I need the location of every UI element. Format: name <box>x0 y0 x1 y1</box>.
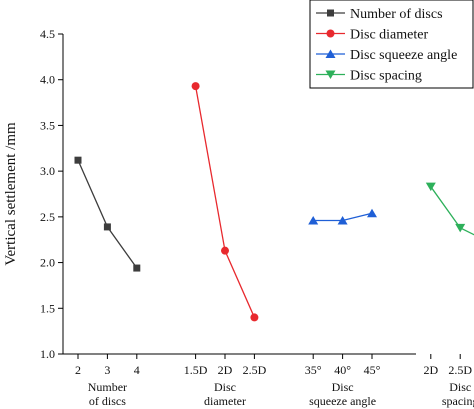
x-tick-label: 2 <box>75 363 81 377</box>
y-tick-label: 4.0 <box>40 73 55 87</box>
legend-marker <box>325 49 336 58</box>
x-tick-label: 2.5D <box>243 363 267 377</box>
legend-label: Disc spacing <box>350 69 422 84</box>
group-axis-label: Disc <box>214 380 236 394</box>
legend-box <box>309 0 474 89</box>
group-axis-label: diameter <box>204 394 246 408</box>
x-tick-label: 4 <box>134 363 140 377</box>
y-axis-label: Vertical settlement /mm <box>3 122 19 266</box>
data-point <box>103 223 111 231</box>
group-axis-label: of discs <box>89 394 126 408</box>
legend-label: Disc diameter <box>350 28 428 43</box>
legend-label: Disc squeeze angle <box>350 48 457 63</box>
y-tick-label: 2.5 <box>40 210 55 224</box>
data-point <box>455 223 466 233</box>
legend-marker <box>327 9 334 17</box>
data-point <box>133 264 141 272</box>
group-axis-label: Disc <box>332 380 354 394</box>
series-line <box>194 85 255 318</box>
group-axis-label: Disc <box>449 380 471 394</box>
y-tick-label: 4.5 <box>40 27 55 41</box>
series-line <box>430 186 474 236</box>
data-point <box>221 246 229 255</box>
legend-label: Number of discs <box>350 7 443 22</box>
legend-marker <box>325 70 336 79</box>
group-axis-label: Number <box>88 380 127 394</box>
y-tick-label: 2.0 <box>40 256 55 270</box>
x-tick-label: 2.5D <box>448 363 472 377</box>
y-tick-label: 3.0 <box>40 164 55 178</box>
y-tick-label: 1.0 <box>40 347 55 361</box>
series-layer <box>74 82 474 322</box>
x-tick-label: 3 <box>104 363 110 377</box>
data-point <box>191 82 200 91</box>
legend-marker <box>326 29 335 38</box>
data-point <box>367 208 377 218</box>
y-tick-label: 1.5 <box>40 301 55 315</box>
x-tick-label: 1.5D <box>184 363 208 377</box>
x-tick-label: 35° <box>305 363 322 377</box>
data-point <box>74 156 82 164</box>
series-line <box>77 159 138 269</box>
plot-axes <box>62 34 416 355</box>
y-ticks: 1.0 1.5 2.0 2.5 3.0 3.5 4.0 4.5 <box>40 27 63 361</box>
group-axis-label: squeeze angle <box>309 394 376 408</box>
data-point <box>337 216 348 225</box>
legend: Number of discs Disc diameter Disc squeeze… <box>309 0 474 89</box>
data-point <box>425 182 436 192</box>
x-tick-label: 2D <box>423 363 438 377</box>
x-tick-label: 45° <box>364 363 381 377</box>
y-tick-label: 3.5 <box>40 118 55 132</box>
x-tick-label: 2D <box>218 363 233 377</box>
data-point <box>250 313 259 322</box>
data-point <box>308 216 319 225</box>
x-tick-label: 40° <box>334 363 351 377</box>
group-axis-label: spacing <box>442 394 474 408</box>
